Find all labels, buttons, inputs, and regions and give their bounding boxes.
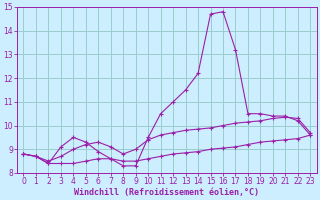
X-axis label: Windchill (Refroidissement éolien,°C): Windchill (Refroidissement éolien,°C) [74,188,260,197]
